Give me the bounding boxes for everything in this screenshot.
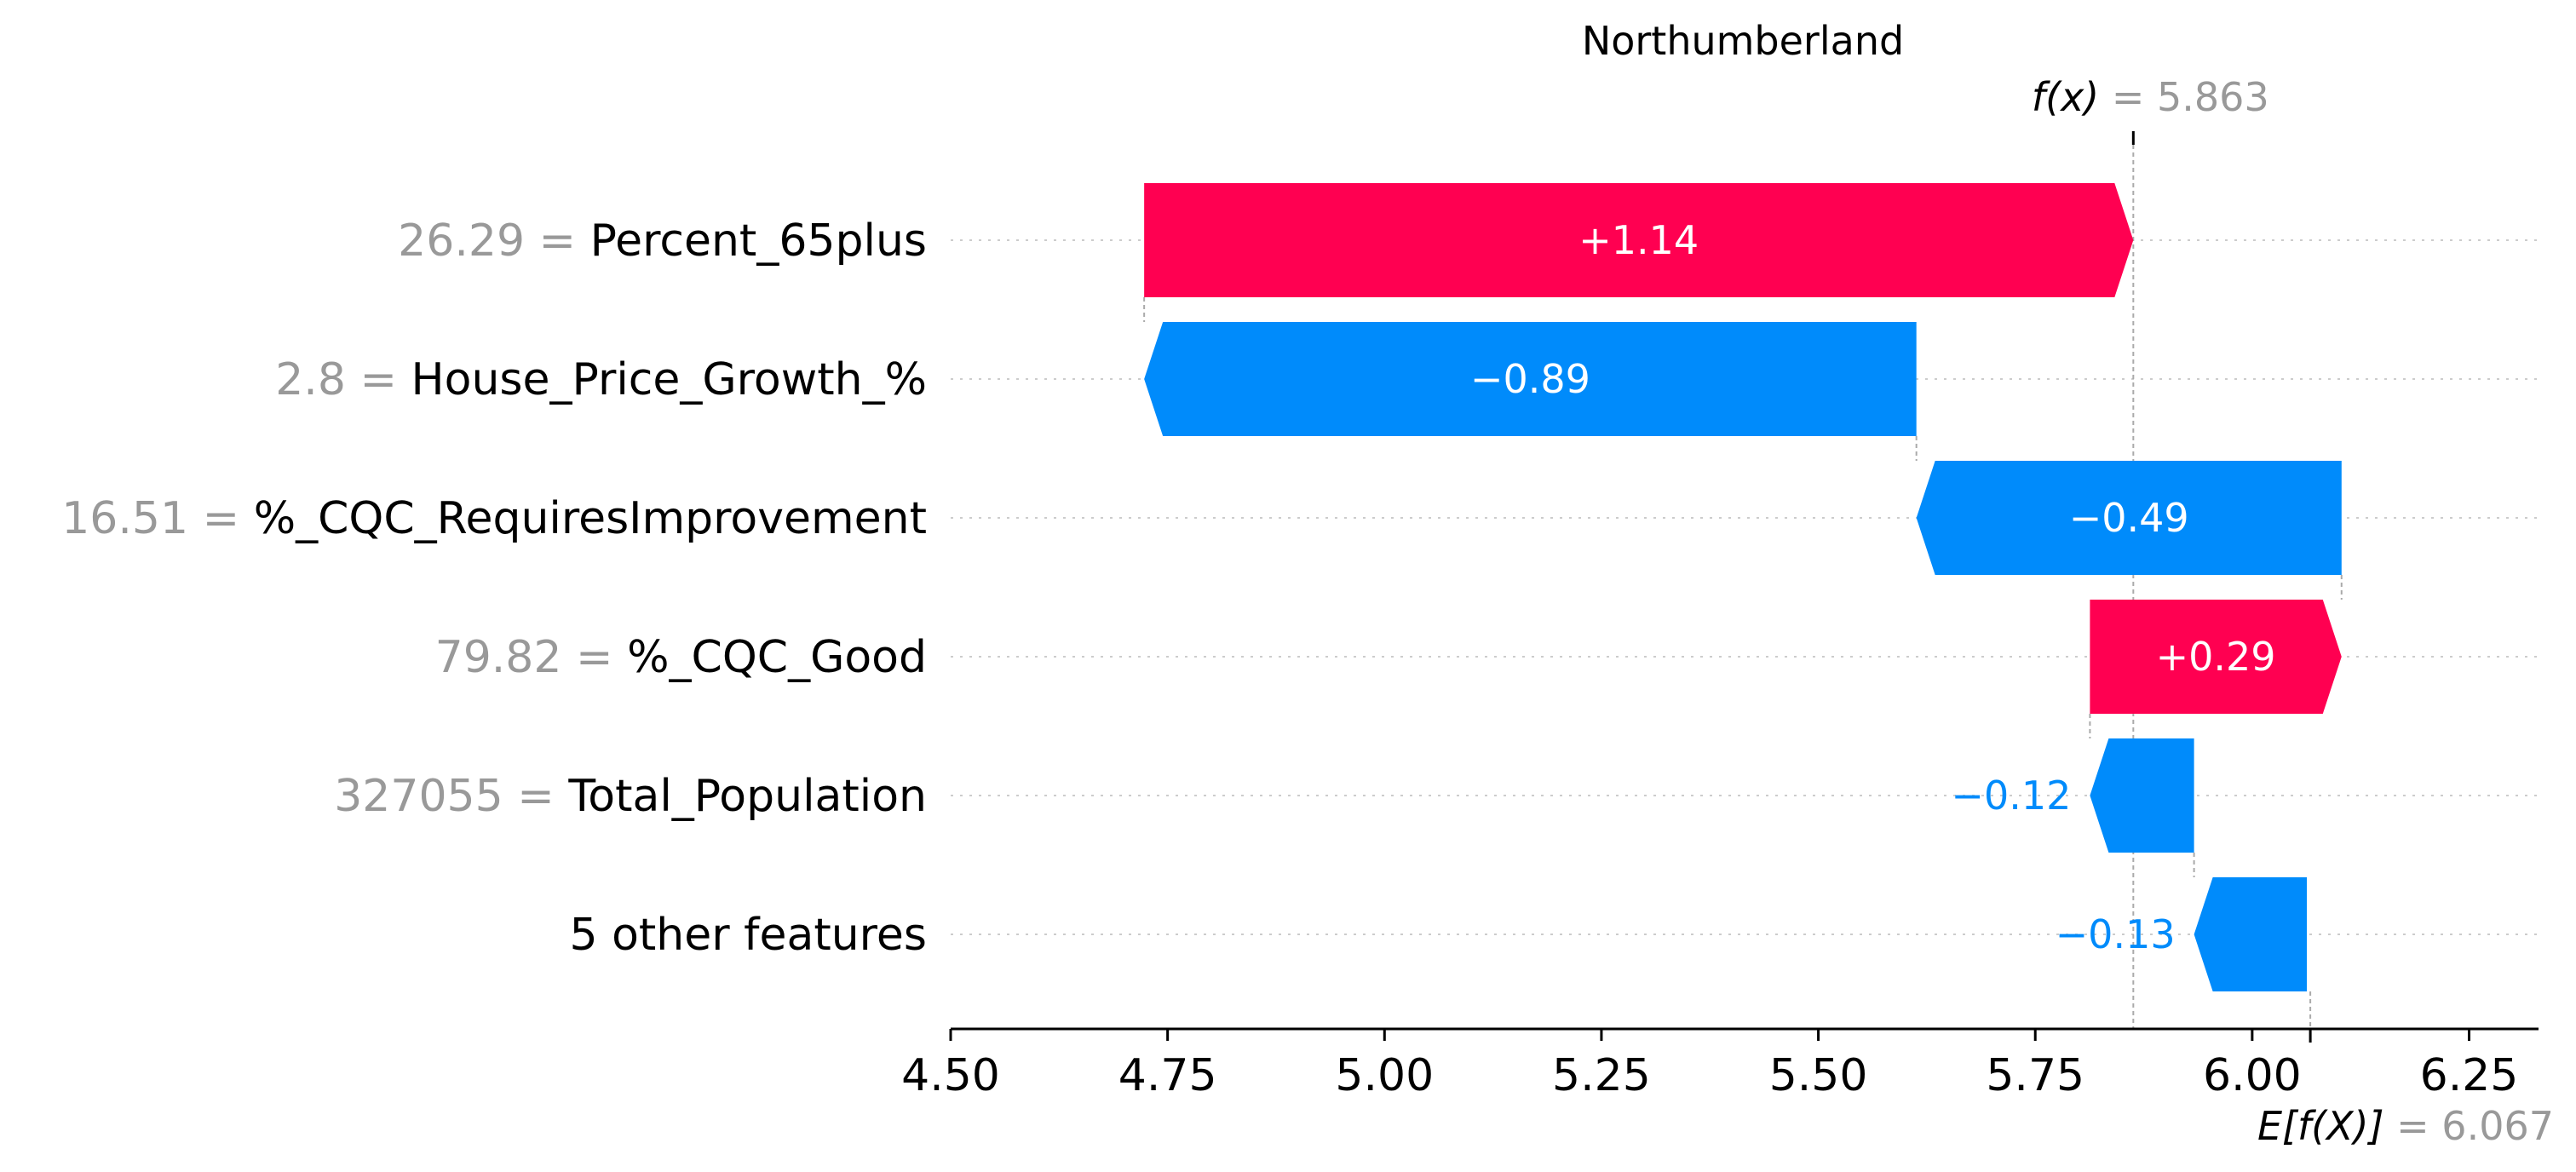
bar-value-label: +1.14 <box>1578 217 1699 263</box>
feature-label: 79.82 = %_CQC_Good <box>435 632 927 683</box>
x-axis: 4.50 4.75 5.00 5.25 5.50 5.75 6.00 6.25 <box>901 1027 2539 1101</box>
feature-labels: 26.29 = Percent_65plus 2.8 = House_Price_… <box>61 215 927 961</box>
feature-value: 79.82 = <box>435 632 628 683</box>
base-value: = 6.067 <box>2384 1103 2554 1149</box>
feature-label: 327055 = Total_Population <box>334 771 927 822</box>
bar <box>1144 183 2134 297</box>
bar <box>1144 322 1917 436</box>
fx-annotation: f(x) = 5.863 E[f(X)] = 6.067 <box>2032 74 2554 1149</box>
bar <box>1916 461 2342 575</box>
feature-label: 16.51 = %_CQC_RequiresImprovement <box>61 493 927 544</box>
x-tick-label: 5.00 <box>1335 1050 1434 1101</box>
feature-value: 2.8 = <box>275 354 411 405</box>
x-tick-label: 4.75 <box>1118 1050 1217 1101</box>
x-tick-label: 5.50 <box>1769 1050 1868 1101</box>
feature-name: Total_Population <box>567 771 927 822</box>
feature-value: 16.51 = <box>61 493 254 544</box>
bar-value-label: −0.89 <box>1470 356 1590 402</box>
bar <box>2090 738 2194 853</box>
bar-value-label: −0.49 <box>2069 495 2189 541</box>
feature-label: 26.29 = Percent_65plus <box>398 215 927 267</box>
fx-label: f(x) <box>2032 74 2099 120</box>
bars: +1.14 −0.89 −0.49 +0.29 −0.12 −0.13 <box>1144 183 2342 991</box>
x-tick-label: 6.25 <box>2420 1050 2519 1101</box>
x-tick-label: 4.50 <box>901 1050 1000 1101</box>
chart-title: Northumberland <box>1582 18 1904 64</box>
bar <box>2090 600 2342 714</box>
feature-name: Percent_65plus <box>590 215 927 267</box>
feature-name: House_Price_Growth_% <box>411 354 927 405</box>
feature-label: 5 other features <box>569 910 927 961</box>
feature-value: 327055 = <box>334 771 568 822</box>
feature-name: 5 other features <box>569 910 927 961</box>
x-tick-label: 5.25 <box>1552 1050 1651 1101</box>
x-tick-label: 5.75 <box>1986 1050 2084 1101</box>
bar <box>2194 877 2308 991</box>
connector-lines <box>1143 145 2343 1029</box>
base-label: E[f(X)] <box>2257 1103 2384 1149</box>
bar-value-label: −0.13 <box>2056 911 2176 957</box>
x-tick-label: 6.00 <box>2203 1050 2302 1101</box>
feature-label: 2.8 = House_Price_Growth_% <box>275 354 927 405</box>
bar-value-label: +0.29 <box>2156 634 2276 680</box>
feature-name: %_CQC_Good <box>627 632 927 683</box>
fx-text: f(x) = 5.863 <box>2032 74 2269 120</box>
bar-value-label: −0.12 <box>1951 773 2071 819</box>
feature-name: %_CQC_RequiresImprovement <box>254 493 927 544</box>
base-text: E[f(X)] = 6.067 <box>2257 1103 2554 1149</box>
feature-value: 26.29 = <box>398 215 590 267</box>
fx-value: = 5.863 <box>2099 74 2268 120</box>
